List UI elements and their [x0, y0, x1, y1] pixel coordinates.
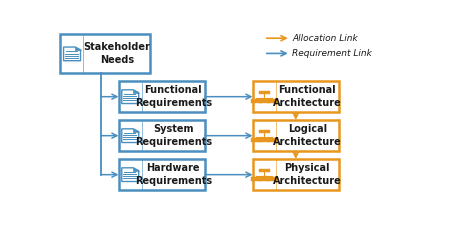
Text: Hardware
Requirements: Hardware Requirements — [135, 163, 212, 186]
FancyBboxPatch shape — [119, 120, 205, 151]
Text: Logical
Architecture: Logical Architecture — [273, 124, 342, 147]
FancyBboxPatch shape — [251, 177, 262, 181]
Text: Allocation Link: Allocation Link — [292, 34, 358, 43]
FancyBboxPatch shape — [259, 91, 269, 94]
Polygon shape — [133, 90, 139, 93]
Polygon shape — [122, 129, 139, 143]
FancyBboxPatch shape — [259, 99, 269, 103]
Polygon shape — [133, 129, 139, 132]
Polygon shape — [64, 47, 81, 61]
Polygon shape — [122, 90, 139, 103]
FancyBboxPatch shape — [259, 130, 269, 133]
FancyBboxPatch shape — [259, 138, 269, 142]
FancyBboxPatch shape — [267, 99, 277, 103]
FancyBboxPatch shape — [251, 99, 262, 103]
Polygon shape — [122, 168, 139, 182]
FancyBboxPatch shape — [267, 138, 277, 142]
FancyBboxPatch shape — [253, 81, 339, 112]
Text: Functional
Requirements: Functional Requirements — [135, 85, 212, 108]
FancyBboxPatch shape — [61, 34, 150, 73]
Text: Requirement Link: Requirement Link — [292, 49, 372, 58]
FancyBboxPatch shape — [253, 159, 339, 190]
FancyBboxPatch shape — [259, 177, 269, 181]
FancyBboxPatch shape — [267, 177, 277, 181]
Polygon shape — [75, 47, 81, 50]
Text: System
Requirements: System Requirements — [135, 124, 212, 147]
Text: Physical
Architecture: Physical Architecture — [273, 163, 342, 186]
FancyBboxPatch shape — [251, 138, 262, 142]
FancyBboxPatch shape — [259, 168, 269, 172]
FancyBboxPatch shape — [119, 81, 205, 112]
Polygon shape — [133, 168, 139, 171]
FancyBboxPatch shape — [253, 120, 339, 151]
Text: Functional
Architecture: Functional Architecture — [273, 85, 342, 108]
FancyBboxPatch shape — [119, 159, 205, 190]
Text: Stakeholder
Needs: Stakeholder Needs — [83, 42, 150, 65]
